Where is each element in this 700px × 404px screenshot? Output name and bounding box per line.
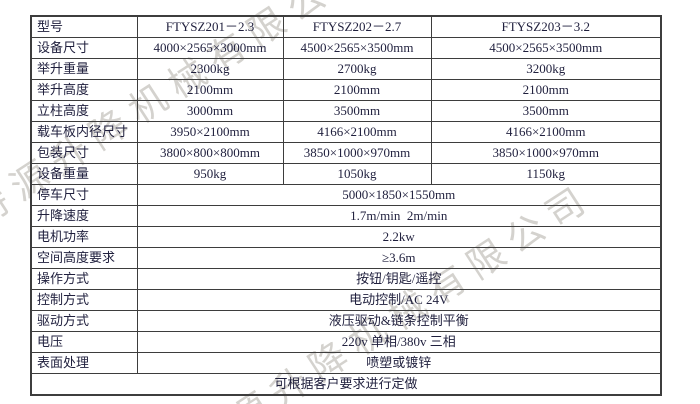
row-label: 立柱高度 [30,100,138,122]
cell-value-merged: 2.2kw [136,226,662,248]
cell-value: 3500mm [430,100,662,122]
table-row-package-size: 包装尺寸 3800×800×800mm 3850×1000×970mm 3850… [30,142,662,164]
table-row-customization-note: 可根据客户要求进行定做 [30,373,662,396]
table-row-surface-treatment: 表面处理 喷塑或镀锌 [30,352,662,374]
cell-value-merged: 按钮/钥匙/遥控 [136,268,662,290]
cell-value: 2300kg [136,58,284,80]
cell-full-span: 可根据客户要求进行定做 [30,373,662,396]
cell-value: 2100mm [282,79,432,101]
cell-value: 4166×2100mm [282,121,432,143]
cell-value: 3500mm [282,100,432,122]
row-label: 载车板内径尺寸 [30,121,138,143]
table-row-control-mode: 控制方式 电动控制/AC 24V [30,289,662,311]
cell-value-merged: 电动控制/AC 24V [136,289,662,311]
row-label: 电压 [30,331,138,353]
cell-value: 3000mm [136,100,284,122]
row-label: 包装尺寸 [30,142,138,164]
cell-value: 2700kg [282,58,432,80]
cell-value-merged: 1.7m/min 2m/min [136,205,662,227]
cell-value: 950kg [136,163,284,185]
cell-value: 3200kg [430,58,662,80]
table-row-voltage: 电压 220v 单相/380v 三相 [30,331,662,353]
table-row-operation-mode: 操作方式 按钮/钥匙/遥控 [30,268,662,290]
row-label: 控制方式 [30,289,138,311]
cell-value-merged: 220v 单相/380v 三相 [136,331,662,353]
cell-value-merged: ≥3.6m [136,247,662,269]
cell-value: 3800×800×800mm [136,142,284,164]
cell-value: 1050kg [282,163,432,185]
cell-value: 2100mm [430,79,662,101]
table-row-parking-size: 停车尺寸 5000×1850×1550mm [30,184,662,206]
table-row-model: 型号 FTYSZ201－2.3 FTYSZ202－2.7 FTYSZ203－3.… [30,15,662,38]
cell-model-1: FTYSZ201－2.3 [136,15,284,38]
cell-value: 3850×1000×970mm [430,142,662,164]
table-row-platform-size: 载车板内径尺寸 3950×2100mm 4166×2100mm 4166×210… [30,121,662,143]
cell-model-2: FTYSZ202－2.7 [282,15,432,38]
row-label: 升降速度 [30,205,138,227]
table-row-motor-power: 电机功率 2.2kw [30,226,662,248]
table-row-device-size: 设备尺寸 4000×2565×3000mm 4500×2565×3500mm 4… [30,37,662,59]
row-label: 停车尺寸 [30,184,138,206]
row-label: 设备重量 [30,163,138,185]
row-label: 空间高度要求 [30,247,138,269]
table-row-drive-mode: 驱动方式 液压驱动&链条控制平衡 [30,310,662,332]
table-row-column-height: 立柱高度 3000mm 3500mm 3500mm [30,100,662,122]
table-row-lift-speed: 升降速度 1.7m/min 2m/min [30,205,662,227]
cell-model-3: FTYSZ203－3.2 [430,15,662,38]
cell-value: 2100mm [136,79,284,101]
cell-value: 4500×2565×3500mm [430,37,662,59]
row-label: 设备尺寸 [30,37,138,59]
cell-value: 1150kg [430,163,662,185]
cell-value-merged: 喷塑或镀锌 [136,352,662,374]
row-label: 操作方式 [30,268,138,290]
row-label: 电机功率 [30,226,138,248]
row-label: 举升高度 [30,79,138,101]
row-label: 型号 [30,15,138,38]
cell-value: 3950×2100mm [136,121,284,143]
cell-value: 3850×1000×970mm [282,142,432,164]
table-row-lift-weight: 举升重量 2300kg 2700kg 3200kg [30,58,662,80]
row-label: 举升重量 [30,58,138,80]
table-row-space-height: 空间高度要求 ≥3.6m [30,247,662,269]
cell-value: 4166×2100mm [430,121,662,143]
row-label: 表面处理 [30,352,138,374]
cell-value-merged: 5000×1850×1550mm [136,184,662,206]
table-row-device-weight: 设备重量 950kg 1050kg 1150kg [30,163,662,185]
table-row-lift-height: 举升高度 2100mm 2100mm 2100mm [30,79,662,101]
cell-value-merged: 液压驱动&链条控制平衡 [136,310,662,332]
row-label: 驱动方式 [30,310,138,332]
cell-value: 4000×2565×3000mm [136,37,284,59]
spec-table: 型号 FTYSZ201－2.3 FTYSZ202－2.7 FTYSZ203－3.… [30,15,662,396]
cell-value: 4500×2565×3500mm [282,37,432,59]
